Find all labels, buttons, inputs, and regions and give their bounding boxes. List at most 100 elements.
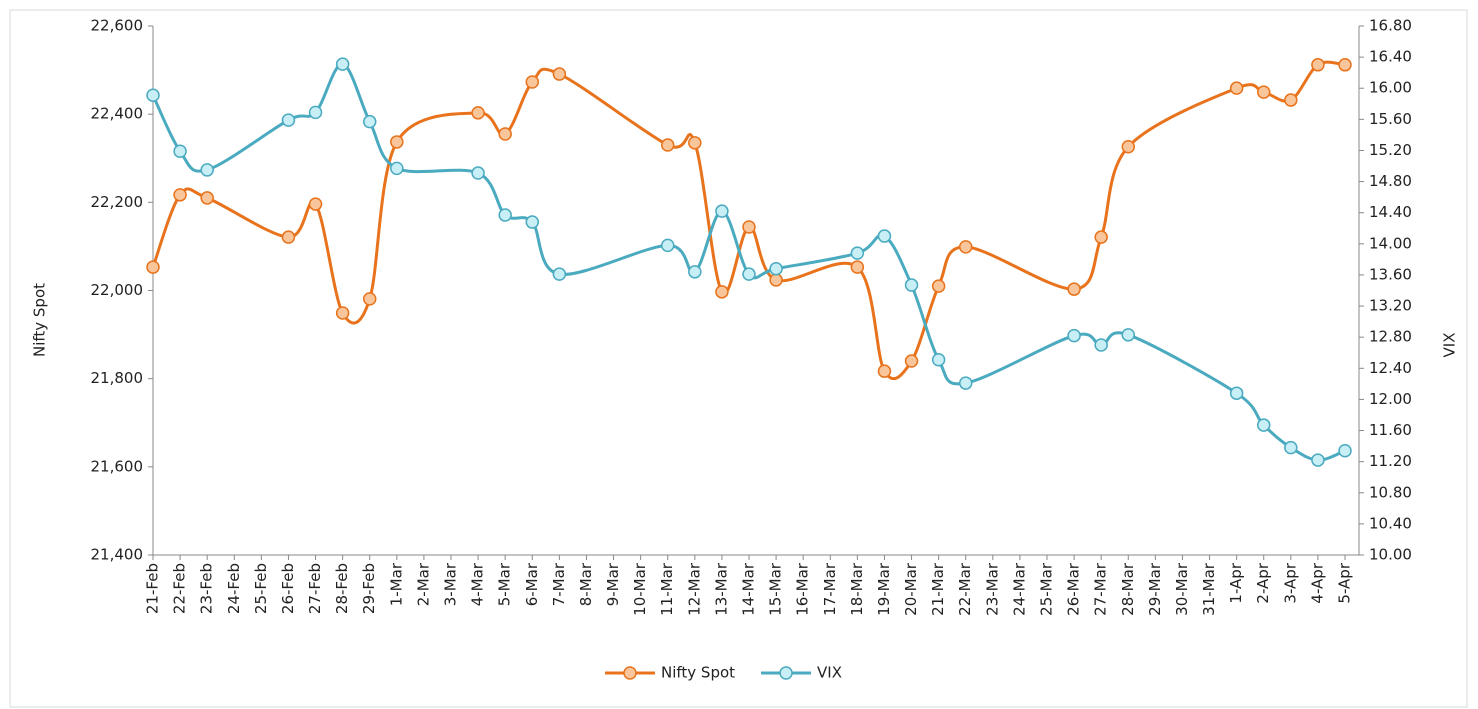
data-point bbox=[173, 188, 187, 202]
data-point bbox=[1094, 338, 1108, 352]
data-point bbox=[715, 204, 729, 218]
data-point bbox=[1121, 140, 1136, 154]
y2-tick-label: 16.40 bbox=[1369, 48, 1412, 66]
x-tick-label: 4-Mar bbox=[469, 562, 487, 606]
y-tick-label: 21,800 bbox=[91, 369, 144, 387]
chart-frame bbox=[9, 9, 1468, 708]
data-point bbox=[498, 208, 512, 222]
legend-marker bbox=[779, 666, 793, 680]
x-tick-label: 27-Feb bbox=[306, 563, 324, 614]
data-point bbox=[1067, 328, 1081, 343]
data-point bbox=[471, 106, 485, 120]
x-tick-label: 21-Mar bbox=[929, 562, 947, 616]
x-tick-label: 21-Feb bbox=[144, 563, 162, 614]
data-point bbox=[1067, 282, 1081, 296]
x-tick-label: 5-Mar bbox=[496, 562, 514, 606]
data-point bbox=[688, 136, 702, 150]
x-tick-label: 24-Mar bbox=[1010, 562, 1028, 616]
data-point bbox=[850, 246, 865, 260]
y2-tick-label: 10.80 bbox=[1369, 483, 1412, 501]
y-tick-label: 22,000 bbox=[91, 281, 144, 299]
x-tick-label: 6-Mar bbox=[523, 562, 541, 606]
data-point bbox=[362, 292, 377, 306]
data-point bbox=[742, 220, 756, 234]
data-point bbox=[904, 354, 919, 368]
data-point bbox=[850, 260, 865, 274]
x-tick-label: 5-Apr bbox=[1336, 562, 1354, 603]
x-tick-label: 25-Mar bbox=[1038, 562, 1056, 616]
data-point bbox=[1121, 328, 1136, 342]
x-tick-label: 29-Feb bbox=[360, 563, 378, 614]
data-point bbox=[958, 376, 973, 390]
x-tick-label: 2-Mar bbox=[414, 562, 432, 606]
data-point bbox=[660, 138, 675, 152]
x-tick-label: 3-Mar bbox=[442, 562, 460, 606]
y2-tick-label: 13.20 bbox=[1369, 297, 1412, 315]
x-tick-label: 29-Mar bbox=[1146, 562, 1164, 616]
data-point bbox=[877, 364, 892, 378]
legend-label: Nifty Spot bbox=[661, 664, 735, 682]
data-point bbox=[1284, 93, 1298, 107]
y2-tick-label: 12.00 bbox=[1369, 390, 1412, 408]
y-tick-label: 22,600 bbox=[91, 17, 144, 35]
y2-tick-label: 13.60 bbox=[1369, 265, 1412, 283]
data-point bbox=[1338, 444, 1352, 458]
y2-tick-label: 12.80 bbox=[1369, 328, 1412, 346]
x-tick-label: 18-Mar bbox=[848, 562, 866, 616]
y2-tick-label: 10.00 bbox=[1369, 546, 1412, 564]
y2-tick-label: 14.80 bbox=[1369, 172, 1412, 190]
x-tick-label: 28-Mar bbox=[1119, 562, 1137, 616]
x-tick-label: 17-Mar bbox=[821, 562, 839, 616]
data-point bbox=[335, 306, 350, 320]
y2-tick-label: 15.20 bbox=[1369, 141, 1412, 159]
legend-marker bbox=[623, 666, 637, 680]
y-tick-label: 22,200 bbox=[91, 193, 144, 211]
x-tick-label: 20-Mar bbox=[902, 562, 920, 616]
x-tick-label: 3-Apr bbox=[1281, 562, 1299, 603]
x-tick-label: 12-Mar bbox=[685, 562, 703, 616]
data-point bbox=[1311, 58, 1325, 72]
y2-tick-label: 11.20 bbox=[1369, 452, 1412, 470]
y2-tick-label: 12.40 bbox=[1369, 359, 1412, 377]
y2-tick-label: 16.00 bbox=[1369, 79, 1412, 97]
y2-tick-label: 15.60 bbox=[1369, 110, 1412, 128]
x-tick-label: 1-Apr bbox=[1227, 562, 1245, 603]
y-tick-label: 21,600 bbox=[91, 457, 144, 475]
x-tick-label: 14-Mar bbox=[740, 562, 758, 616]
x-tick-label: 25-Feb bbox=[252, 563, 270, 614]
data-point bbox=[390, 161, 404, 176]
data-point bbox=[877, 229, 892, 243]
x-tick-label: 1-Mar bbox=[387, 562, 405, 606]
y2-tick-label: 16.80 bbox=[1369, 17, 1412, 35]
data-point bbox=[552, 67, 567, 81]
data-point bbox=[200, 163, 214, 177]
data-point bbox=[525, 75, 540, 89]
x-tick-label: 27-Mar bbox=[1092, 562, 1110, 616]
data-point bbox=[525, 215, 540, 229]
x-tick-label: 11-Mar bbox=[658, 562, 676, 616]
data-point bbox=[688, 265, 702, 279]
x-tick-label: 26-Feb bbox=[279, 563, 297, 614]
x-tick-label: 9-Mar bbox=[604, 562, 622, 606]
y2-tick-label: 14.40 bbox=[1369, 203, 1412, 221]
data-point bbox=[931, 279, 946, 293]
x-tick-label: 4-Apr bbox=[1308, 562, 1326, 603]
x-tick-label: 24-Feb bbox=[225, 563, 243, 614]
x-tick-label: 7-Mar bbox=[550, 562, 568, 606]
data-point bbox=[390, 135, 404, 149]
y-axis-title: Nifty Spot bbox=[31, 283, 49, 357]
data-point bbox=[1094, 230, 1108, 244]
x-tick-label: 19-Mar bbox=[875, 562, 893, 616]
y-tick-label: 21,400 bbox=[91, 546, 144, 564]
x-tick-label: 15-Mar bbox=[767, 562, 785, 616]
data-point bbox=[1338, 58, 1352, 72]
data-point bbox=[308, 197, 323, 211]
x-tick-label: 26-Mar bbox=[1065, 562, 1083, 616]
data-point bbox=[1256, 85, 1271, 99]
data-point bbox=[769, 261, 783, 276]
x-tick-label: 16-Mar bbox=[794, 562, 812, 616]
data-point bbox=[146, 260, 160, 274]
data-point bbox=[308, 105, 323, 120]
data-point bbox=[1229, 81, 1244, 95]
